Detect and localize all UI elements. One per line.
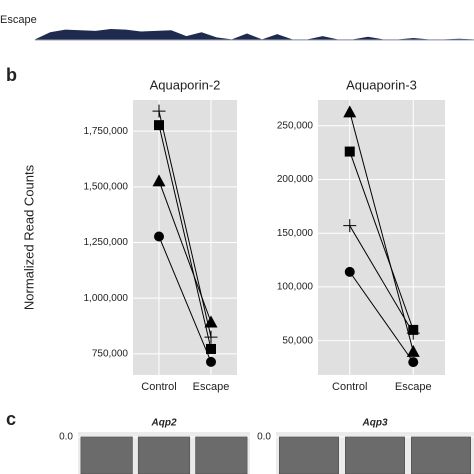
y-tick-label: 0.0	[59, 432, 73, 443]
marker-square	[154, 120, 164, 131]
series-line	[158, 180, 212, 323]
x-tick-label: Control	[332, 381, 367, 393]
y-axis-label: Normalized Read Counts	[21, 164, 36, 310]
series-line	[349, 151, 414, 331]
x-tick-label: Control	[141, 381, 176, 393]
x-tick-label: Escape	[193, 381, 230, 393]
marker-circle	[154, 231, 164, 242]
bar	[137, 436, 191, 474]
series-line	[349, 225, 414, 334]
marker-square	[408, 324, 419, 335]
marker-circle	[344, 266, 355, 277]
bar	[345, 436, 405, 474]
x-tick-label: Escape	[395, 381, 432, 393]
series-line	[349, 111, 414, 352]
series-line	[158, 236, 212, 363]
series-line	[158, 125, 212, 350]
bar	[279, 436, 339, 474]
chart-title: Aqp3	[362, 418, 388, 429]
marker-circle	[206, 356, 216, 367]
y-tick-label: 150,000	[277, 228, 314, 239]
y-tick-label: 100,000	[277, 282, 314, 293]
marker-triangle	[343, 105, 357, 118]
marker-triangle	[204, 315, 218, 328]
track-label: Escape	[0, 14, 37, 26]
y-tick-label: 1,250,000	[84, 237, 129, 248]
marker-square	[206, 343, 216, 354]
marker-triangle	[152, 174, 166, 187]
marker-square	[344, 146, 355, 157]
chart-title: Aqp2	[151, 418, 177, 429]
y-tick-label: 250,000	[277, 120, 314, 131]
y-tick-label: 0.0	[257, 432, 271, 443]
y-tick-label: 750,000	[92, 348, 129, 359]
marker-circle	[408, 357, 419, 368]
plot-background	[318, 100, 445, 375]
coverage-area	[35, 28, 474, 40]
y-tick-label: 1,000,000	[84, 293, 129, 304]
y-tick-label: 1,750,000	[84, 126, 129, 137]
marker-plus	[204, 330, 218, 344]
y-tick-label: 1,500,000	[84, 181, 129, 192]
y-tick-label: 50,000	[282, 335, 313, 346]
chart-title: Aquaporin-3	[346, 77, 417, 92]
bar	[411, 436, 471, 474]
bar	[195, 436, 248, 474]
panel-label: b	[6, 65, 17, 85]
marker-triangle	[406, 344, 420, 357]
marker-plus	[343, 219, 357, 233]
series-line	[349, 271, 414, 363]
y-tick-label: 200,000	[277, 174, 314, 185]
panel-label: c	[6, 409, 16, 429]
marker-plus	[152, 104, 166, 118]
bar	[80, 436, 133, 474]
chart-title: Aquaporin-2	[150, 77, 221, 92]
